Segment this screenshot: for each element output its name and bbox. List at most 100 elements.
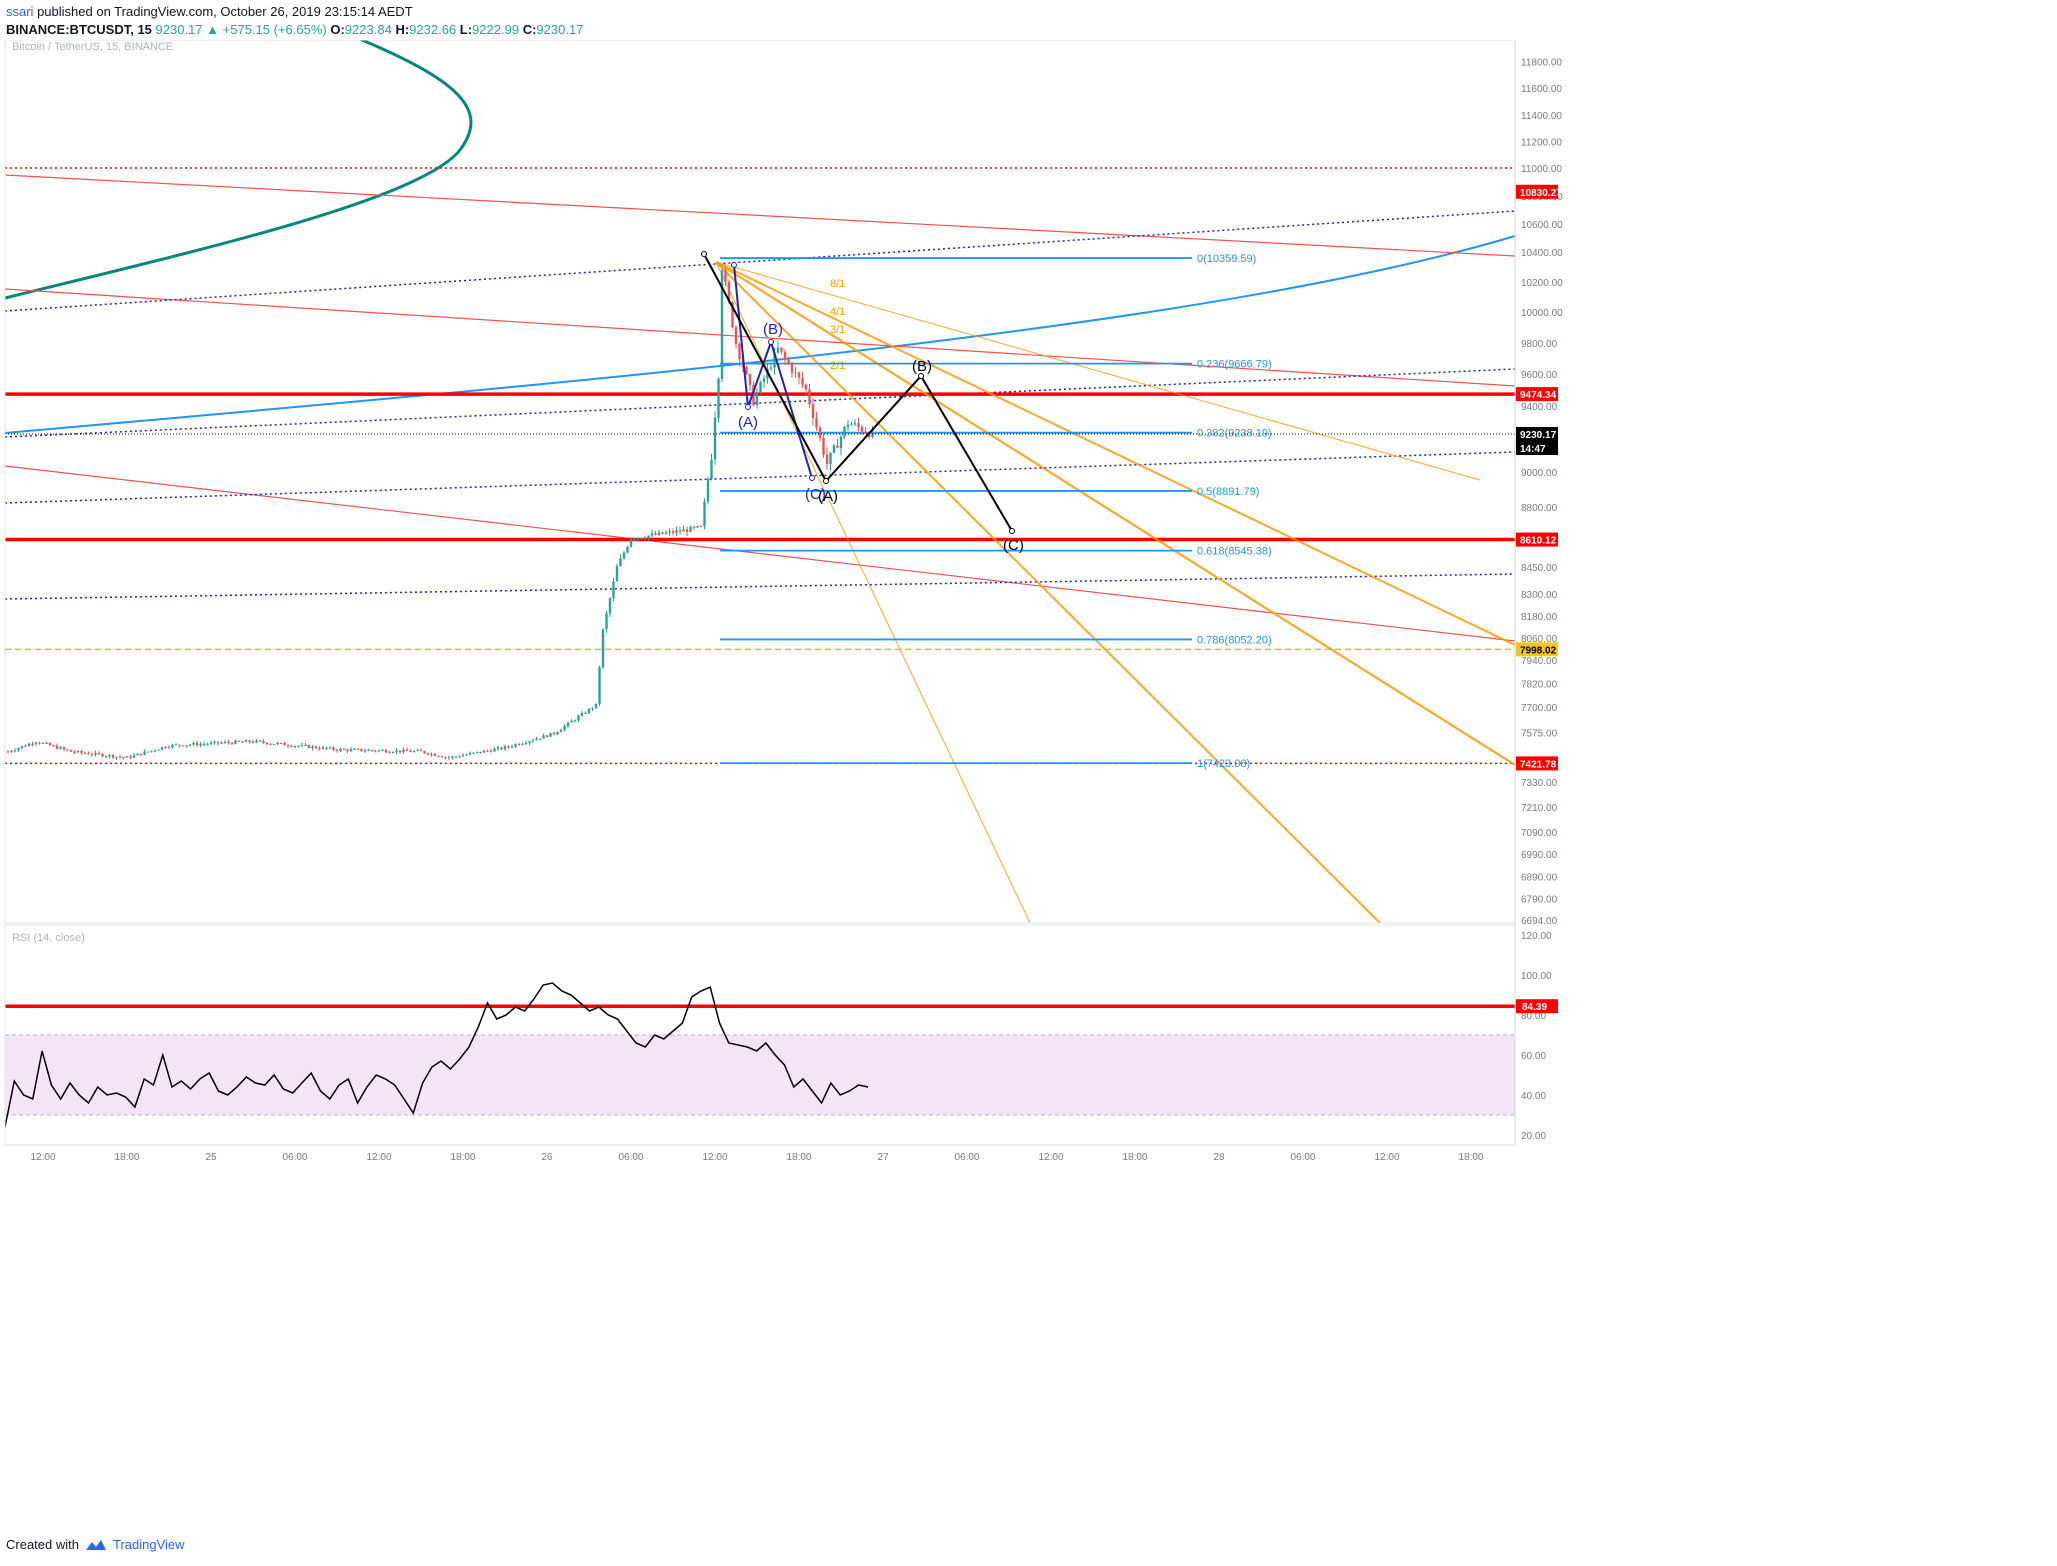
up-arrow-icon: ▲ [206, 22, 220, 37]
candle-body [262, 741, 265, 743]
wave-label: (A) [738, 414, 758, 431]
rsi-tick-label: 40.00 [1521, 1091, 1546, 1102]
blue-wave-path [733, 264, 813, 479]
author-link[interactable]: ssari [6, 4, 34, 19]
candle-body [678, 530, 682, 532]
gann-fan-label: 4/1 [830, 306, 845, 318]
candle-body [6, 751, 10, 753]
candle-body [69, 750, 73, 752]
candle-body [661, 532, 664, 534]
candle-body [45, 742, 48, 744]
price-axis-label: 7421.78 [1520, 759, 1557, 770]
candle-body [664, 532, 668, 534]
candle-body [391, 752, 395, 754]
candle-body [146, 751, 150, 753]
candle-body [258, 740, 262, 742]
price-tick-label: 9600.00 [1521, 370, 1558, 381]
candle-body [174, 744, 178, 746]
candle-body [269, 743, 272, 745]
red-trendline [4, 174, 1516, 257]
price-axis-label-bg [1516, 427, 1558, 442]
candle-body [801, 377, 804, 385]
candle-body [444, 757, 447, 759]
wave-node [823, 478, 829, 484]
candle-body [668, 531, 671, 533]
rsi-pane[interactable]: RSI (14, close) [4, 932, 1515, 1128]
candle-body [622, 552, 626, 559]
candle-body [353, 748, 356, 750]
candle-body [244, 740, 248, 742]
candle-body [650, 533, 654, 536]
candle-body [479, 751, 482, 753]
time-tick-label: 06:00 [954, 1152, 979, 1163]
candle-body [685, 529, 689, 532]
candle-body [416, 750, 419, 752]
candle-body [97, 752, 101, 754]
chart-title: Bitcoin / TetherUS, 15, BINANCE [12, 41, 173, 53]
candle-body [713, 417, 717, 460]
candle-body [265, 742, 269, 745]
symbol-label: BINANCE:BTCUSDT, 15 [6, 22, 152, 37]
price-tick-label: 8450.00 [1521, 563, 1558, 574]
gann-fan-label: 8/1 [830, 278, 845, 290]
open-value: 9223.84 [344, 22, 392, 37]
candle-body [230, 742, 234, 744]
candle-body [549, 732, 552, 737]
candle-body [591, 708, 594, 710]
candle-body [559, 729, 563, 733]
gann-fan-line [715, 261, 1381, 924]
candle-body [815, 418, 818, 428]
candle-body [675, 530, 678, 533]
candle-body [360, 748, 363, 751]
candle-body [776, 347, 780, 353]
candle-body [507, 746, 510, 748]
blue-curve [4, 235, 1516, 434]
price-axis-label: 9230.17 [1520, 430, 1557, 441]
time-tick-label: 27 [877, 1152, 889, 1163]
gann-fan-line [715, 261, 1481, 481]
candle-body [73, 751, 76, 753]
chart-header: ssari published on TradingView.com, Octo… [0, 0, 2057, 40]
candle-body [839, 436, 843, 448]
candle-body [398, 750, 402, 753]
price-change: +575.15 (+6.65%) [222, 22, 327, 37]
candle-body [615, 566, 619, 582]
candle-body [314, 746, 318, 749]
price-axis-label-bg [1516, 756, 1558, 771]
candle-body [381, 750, 384, 752]
candle-body [703, 501, 706, 527]
publish-text: published on TradingView.com, October 26… [37, 4, 413, 19]
wave-node [768, 339, 774, 345]
candle-body [160, 747, 164, 750]
candle-body [846, 424, 850, 427]
candle-body [216, 741, 220, 744]
wave-node [1009, 528, 1015, 534]
candle-body [794, 372, 797, 374]
price-tick-label: 10000.00 [1521, 308, 1563, 319]
candle-body [276, 743, 279, 745]
candle-body [24, 746, 27, 748]
gann-fan-label: 2/1 [830, 360, 845, 372]
tradingview-link[interactable]: TradingView [112, 1537, 185, 1552]
wave-label: (C) [1003, 537, 1024, 554]
axes: 12000.00 11800.00 11600.00 11400.00 11200.00… [4, 40, 1563, 1163]
wave-node [918, 373, 924, 379]
rsi-tick-label: 60.00 [1521, 1051, 1546, 1062]
price-pane[interactable]: Bitcoin / TetherUS, 15, BINANCE 8/1 4/1 3/1… [4, 40, 1516, 924]
price-tick-label: 8300.00 [1521, 590, 1558, 601]
candle-body [689, 526, 692, 532]
fib-level-label: 0.236(9666.79) [1197, 359, 1272, 371]
candle-body [136, 753, 139, 756]
chart-canvas[interactable]: Bitcoin / TetherUS, 15, BINANCE 8/1 4/1 3/1… [0, 40, 2057, 1536]
time-tick-label: 26 [541, 1152, 553, 1163]
candle-body [692, 526, 696, 528]
candle-body [727, 282, 731, 303]
candle-body [640, 537, 643, 539]
candle-body [717, 378, 720, 418]
wave-node [745, 404, 751, 410]
rsi-title: RSI (14, close) [12, 932, 85, 944]
price-tick-label: 9800.00 [1521, 339, 1558, 350]
candle-body [500, 747, 503, 749]
candle-body [234, 740, 237, 744]
candle-body [804, 384, 808, 390]
